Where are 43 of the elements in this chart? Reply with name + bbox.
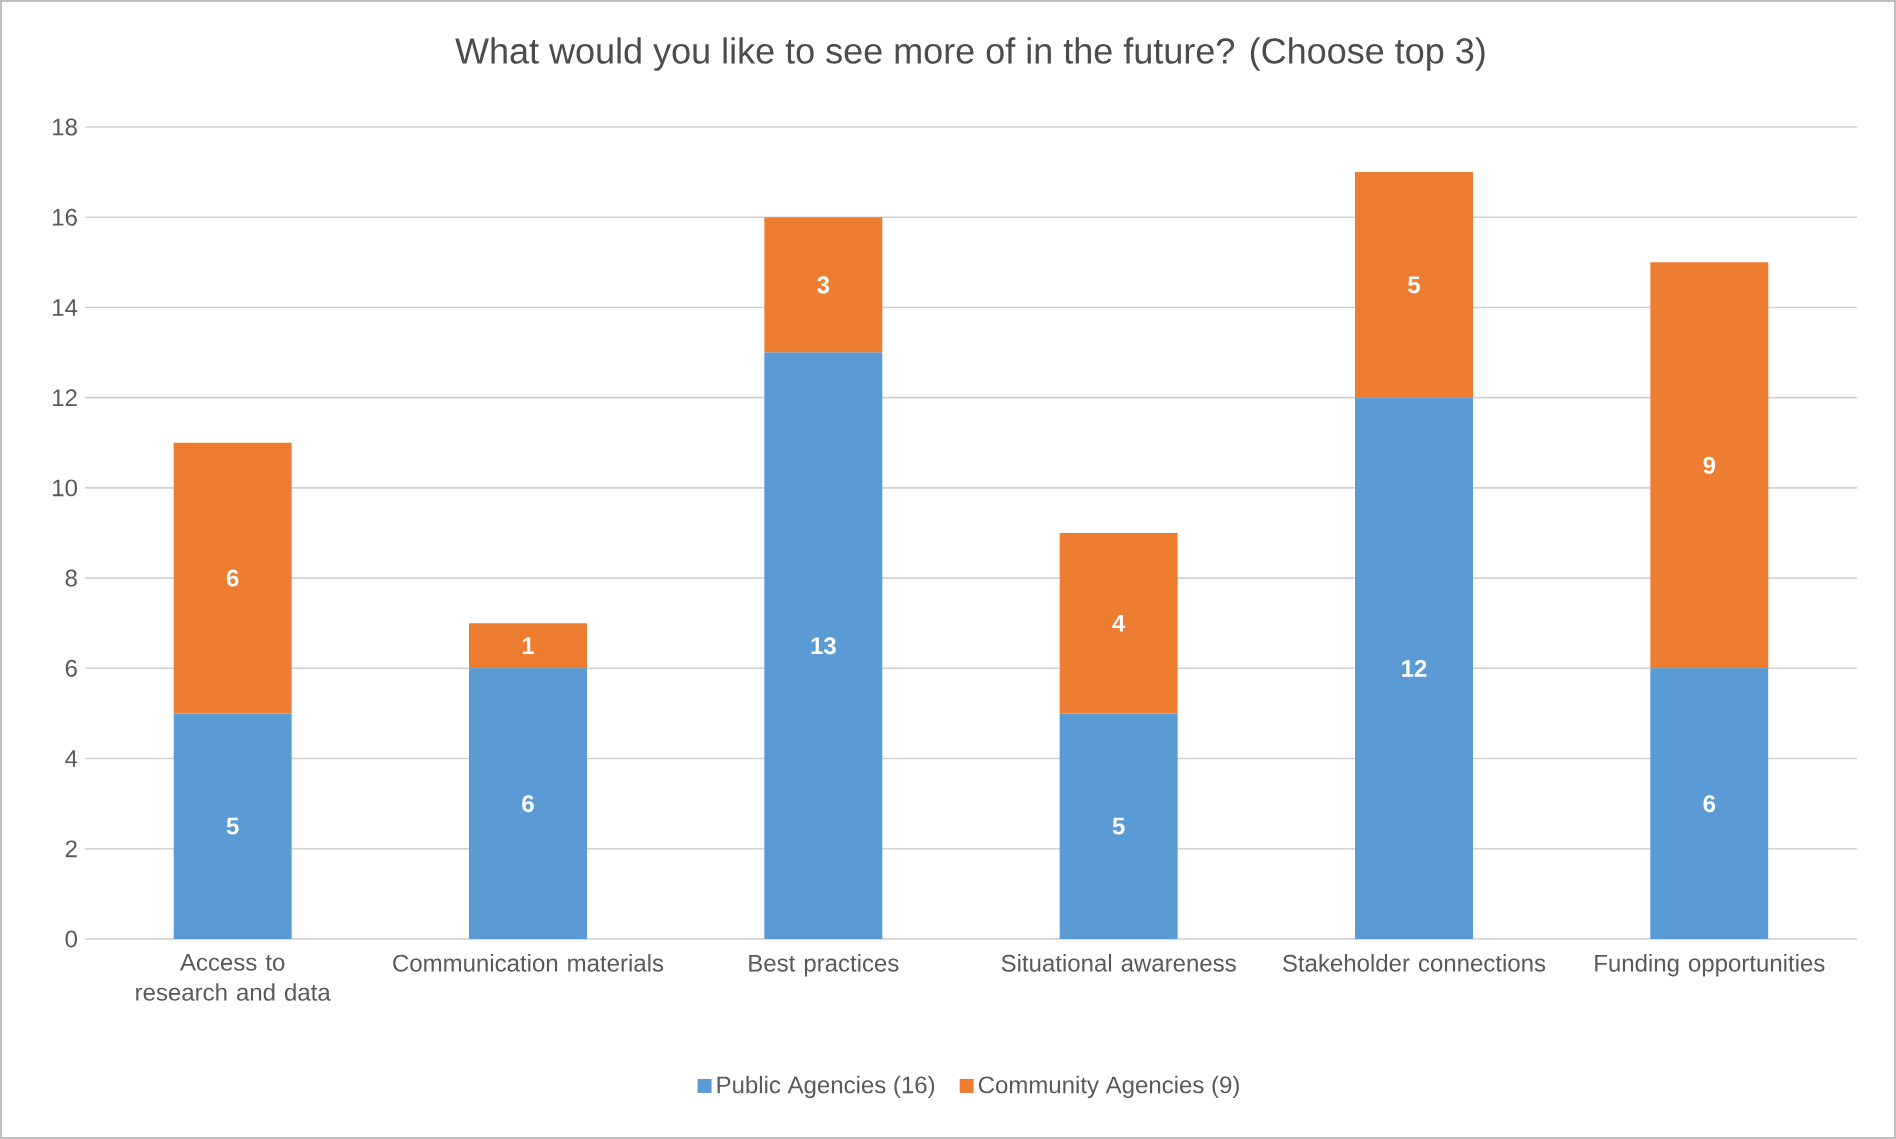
y-tick-label: 12: [53, 389, 77, 407]
legend-label: Community Agencies (9): [978, 1075, 1239, 1099]
bar: [1355, 172, 1473, 398]
data-label: 1: [522, 637, 534, 655]
chart-title: What would you like to see more of in the future? (Choose top 3): [455, 37, 1485, 71]
data-label: 12: [1402, 659, 1427, 677]
bar: [173, 713, 292, 939]
bar: [764, 352, 883, 939]
x-tick-label: Stakeholder connections: [1283, 954, 1546, 972]
x-tick-label: Communication materials: [393, 954, 664, 972]
y-tick-label: 2: [65, 840, 77, 858]
bar: [1059, 532, 1178, 714]
data-label: 5: [1408, 276, 1420, 294]
bar: [1650, 262, 1769, 669]
y-tick-label: 6: [65, 659, 77, 677]
y-tick-label: 10: [53, 479, 78, 497]
y-tick-label: 0: [65, 930, 78, 948]
data-label: 6: [522, 795, 534, 813]
data-label: 4: [1112, 614, 1126, 632]
bar: [1355, 397, 1473, 939]
x-tick-label: Funding opportunities: [1595, 954, 1825, 977]
y-tick-label: 8: [65, 569, 77, 587]
y-tick-label: 14: [53, 299, 78, 316]
bar: [469, 623, 588, 669]
bar: [1650, 668, 1769, 939]
x-tick-label: Best practices: [749, 954, 899, 977]
data-label: 5: [1112, 817, 1125, 835]
x-tick-label: Access to research and data: [136, 954, 331, 1001]
y-tick-label: 16: [53, 208, 77, 226]
bar: [173, 442, 292, 714]
legend-label: Public Agencies (16): [717, 1075, 935, 1099]
data-label: 6: [1703, 795, 1716, 813]
y-tick-label: 18: [53, 118, 77, 136]
data-label: 5: [226, 817, 239, 835]
data-label: 9: [1703, 456, 1716, 474]
data-label: 13: [811, 637, 836, 655]
bar: [1059, 713, 1178, 939]
bar: [469, 668, 588, 939]
data-label: 6: [226, 569, 239, 587]
bar: [764, 217, 883, 353]
y-tick-label: 4: [65, 750, 78, 767]
x-tick-label: Situational awareness: [1001, 954, 1236, 972]
data-label: 3: [817, 276, 830, 294]
